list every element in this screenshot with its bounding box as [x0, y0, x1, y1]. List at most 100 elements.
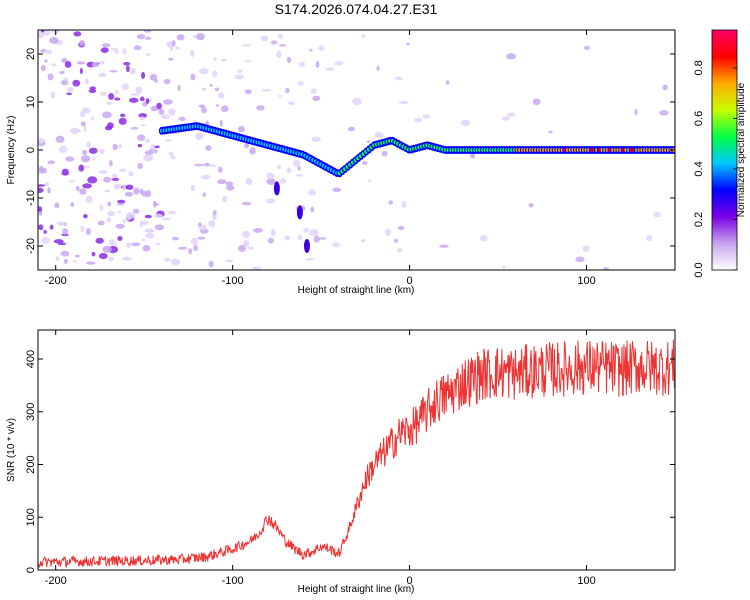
spectrogram-speckle [270, 228, 276, 237]
spectrogram-speckle [66, 92, 72, 96]
spectrogram-y-tick-label: -10 [25, 190, 37, 206]
colorbar-tick-label: 0.4 [693, 161, 705, 176]
spectrogram-speckle [107, 211, 116, 217]
spectrogram-speckle [318, 45, 325, 51]
spectrogram-speckle [171, 236, 179, 241]
spectrogram-speckle [162, 217, 171, 221]
spectrogram-speckle [532, 98, 541, 106]
spectrogram-speckle [85, 81, 89, 85]
spectrogram-speckle [582, 245, 590, 253]
spectrogram-speckle [265, 198, 276, 204]
spectrogram-speckle [107, 201, 112, 207]
spectrogram-speckle [244, 89, 252, 95]
spectrogram-speckle [144, 150, 154, 155]
spectrogram-speckle [128, 97, 139, 103]
spectrogram-speckle [225, 181, 234, 187]
spectrogram-speckle [38, 165, 44, 173]
spectrogram-speckle [106, 122, 114, 129]
spectrogram-speckle [394, 76, 403, 81]
spectrogram-speckle [270, 40, 278, 45]
colorbar-tick-label: 0.6 [693, 111, 705, 126]
spectrogram-speckle [295, 174, 304, 177]
spectrogram-speckle [117, 199, 126, 204]
snr-x-label: Height of straight line (km) [298, 584, 415, 595]
spectrogram-speckle [195, 132, 204, 140]
spectrogram-speckle [208, 220, 216, 228]
spectrogram-speckle [72, 260, 77, 263]
spectrogram-speckle [439, 244, 449, 248]
spectrogram-speckle [38, 140, 45, 144]
spectrogram-speckle [209, 83, 213, 87]
colorbar-bar [711, 29, 738, 271]
spectrogram-speckle [401, 200, 407, 208]
spectrogram-speckle [286, 167, 292, 173]
spectrogram-speckle [653, 211, 661, 218]
spectrogram-speckle [142, 101, 148, 107]
spectrogram-speckle [49, 224, 54, 230]
spectrogram-speckle [361, 34, 366, 39]
spectrogram-x-tick-label: -100 [222, 275, 244, 287]
spectrogram-speckle [479, 234, 488, 242]
spectrogram-speckle [212, 70, 218, 78]
spectrogram-speckle [394, 238, 399, 243]
spectrogram-speckle [376, 65, 380, 72]
spectrogram-speckle [63, 77, 69, 81]
spectrogram-streak [303, 239, 310, 253]
spectrogram-speckle [47, 160, 56, 165]
spectrogram-speckle [313, 235, 320, 243]
spectrogram-speckle [193, 244, 198, 252]
spectrogram-speckle [78, 164, 85, 172]
spectrogram-speckle [215, 104, 219, 107]
spectrogram-speckle [74, 254, 80, 258]
spectrogram-speckle [469, 152, 476, 159]
spectrogram-speckle [155, 242, 161, 246]
spectrogram-speckle [60, 79, 69, 86]
spectrogram-speckle [87, 176, 98, 184]
spectrogram-speckle [154, 78, 158, 83]
spectrogram-speckle [245, 178, 253, 186]
spectrogram-speckle [194, 163, 205, 167]
spectrogram-speckle [602, 267, 610, 270]
snr-x-tick-label: -100 [222, 575, 244, 587]
spectrogram-speckle [174, 46, 180, 50]
spectrogram-streak [273, 181, 280, 196]
spectrogram-speckle [98, 252, 108, 260]
spectrogram-speckle [177, 84, 181, 92]
spectrogram-speckle [119, 168, 127, 172]
spectrogram-speckle [285, 87, 290, 94]
spectrogram-speckle [325, 67, 334, 72]
spectrogram-speckle [145, 36, 152, 40]
spectrogram-speckle [190, 73, 196, 81]
spectrogram-speckle [70, 201, 75, 208]
spectrogram-speckle [41, 236, 50, 244]
spectrogram-speckle [178, 116, 186, 122]
spectrogram-speckle [47, 73, 54, 81]
spectrogram-speckle [168, 57, 174, 61]
spectrogram-speckle [136, 34, 146, 40]
spectrogram-speckle [171, 40, 176, 47]
spectrogram-speckle [122, 48, 128, 55]
spectrogram-speckle [85, 228, 91, 235]
spectrogram-speckle [149, 73, 158, 81]
spectrogram-speckle [198, 68, 209, 75]
spectrogram-speckle [237, 68, 243, 74]
spectrogram-speckle [40, 64, 46, 72]
spectrogram-speckle [397, 225, 405, 230]
spectrogram-speckle [506, 53, 517, 60]
spectrogram-speckle [108, 239, 115, 243]
spectrogram-marks [38, 30, 675, 270]
spectrogram-speckle [145, 98, 150, 104]
spectrogram-speckle [126, 212, 136, 220]
spectrogram-speckle [445, 80, 450, 85]
spectrogram-speckle [305, 257, 315, 261]
spectrogram-y-tick-label: 20 [25, 48, 37, 60]
spectrogram-speckle [203, 162, 210, 167]
spectrogram-speckle [102, 43, 111, 48]
spectrogram-speckle [154, 213, 163, 218]
spectrogram-speckle [82, 149, 87, 156]
spectrogram-speckle [164, 257, 171, 262]
spectrogram-speckle [122, 219, 126, 223]
spectrogram-speckle [95, 237, 104, 244]
spectrogram-speckle [312, 228, 317, 234]
spectrogram-speckle [130, 68, 136, 75]
